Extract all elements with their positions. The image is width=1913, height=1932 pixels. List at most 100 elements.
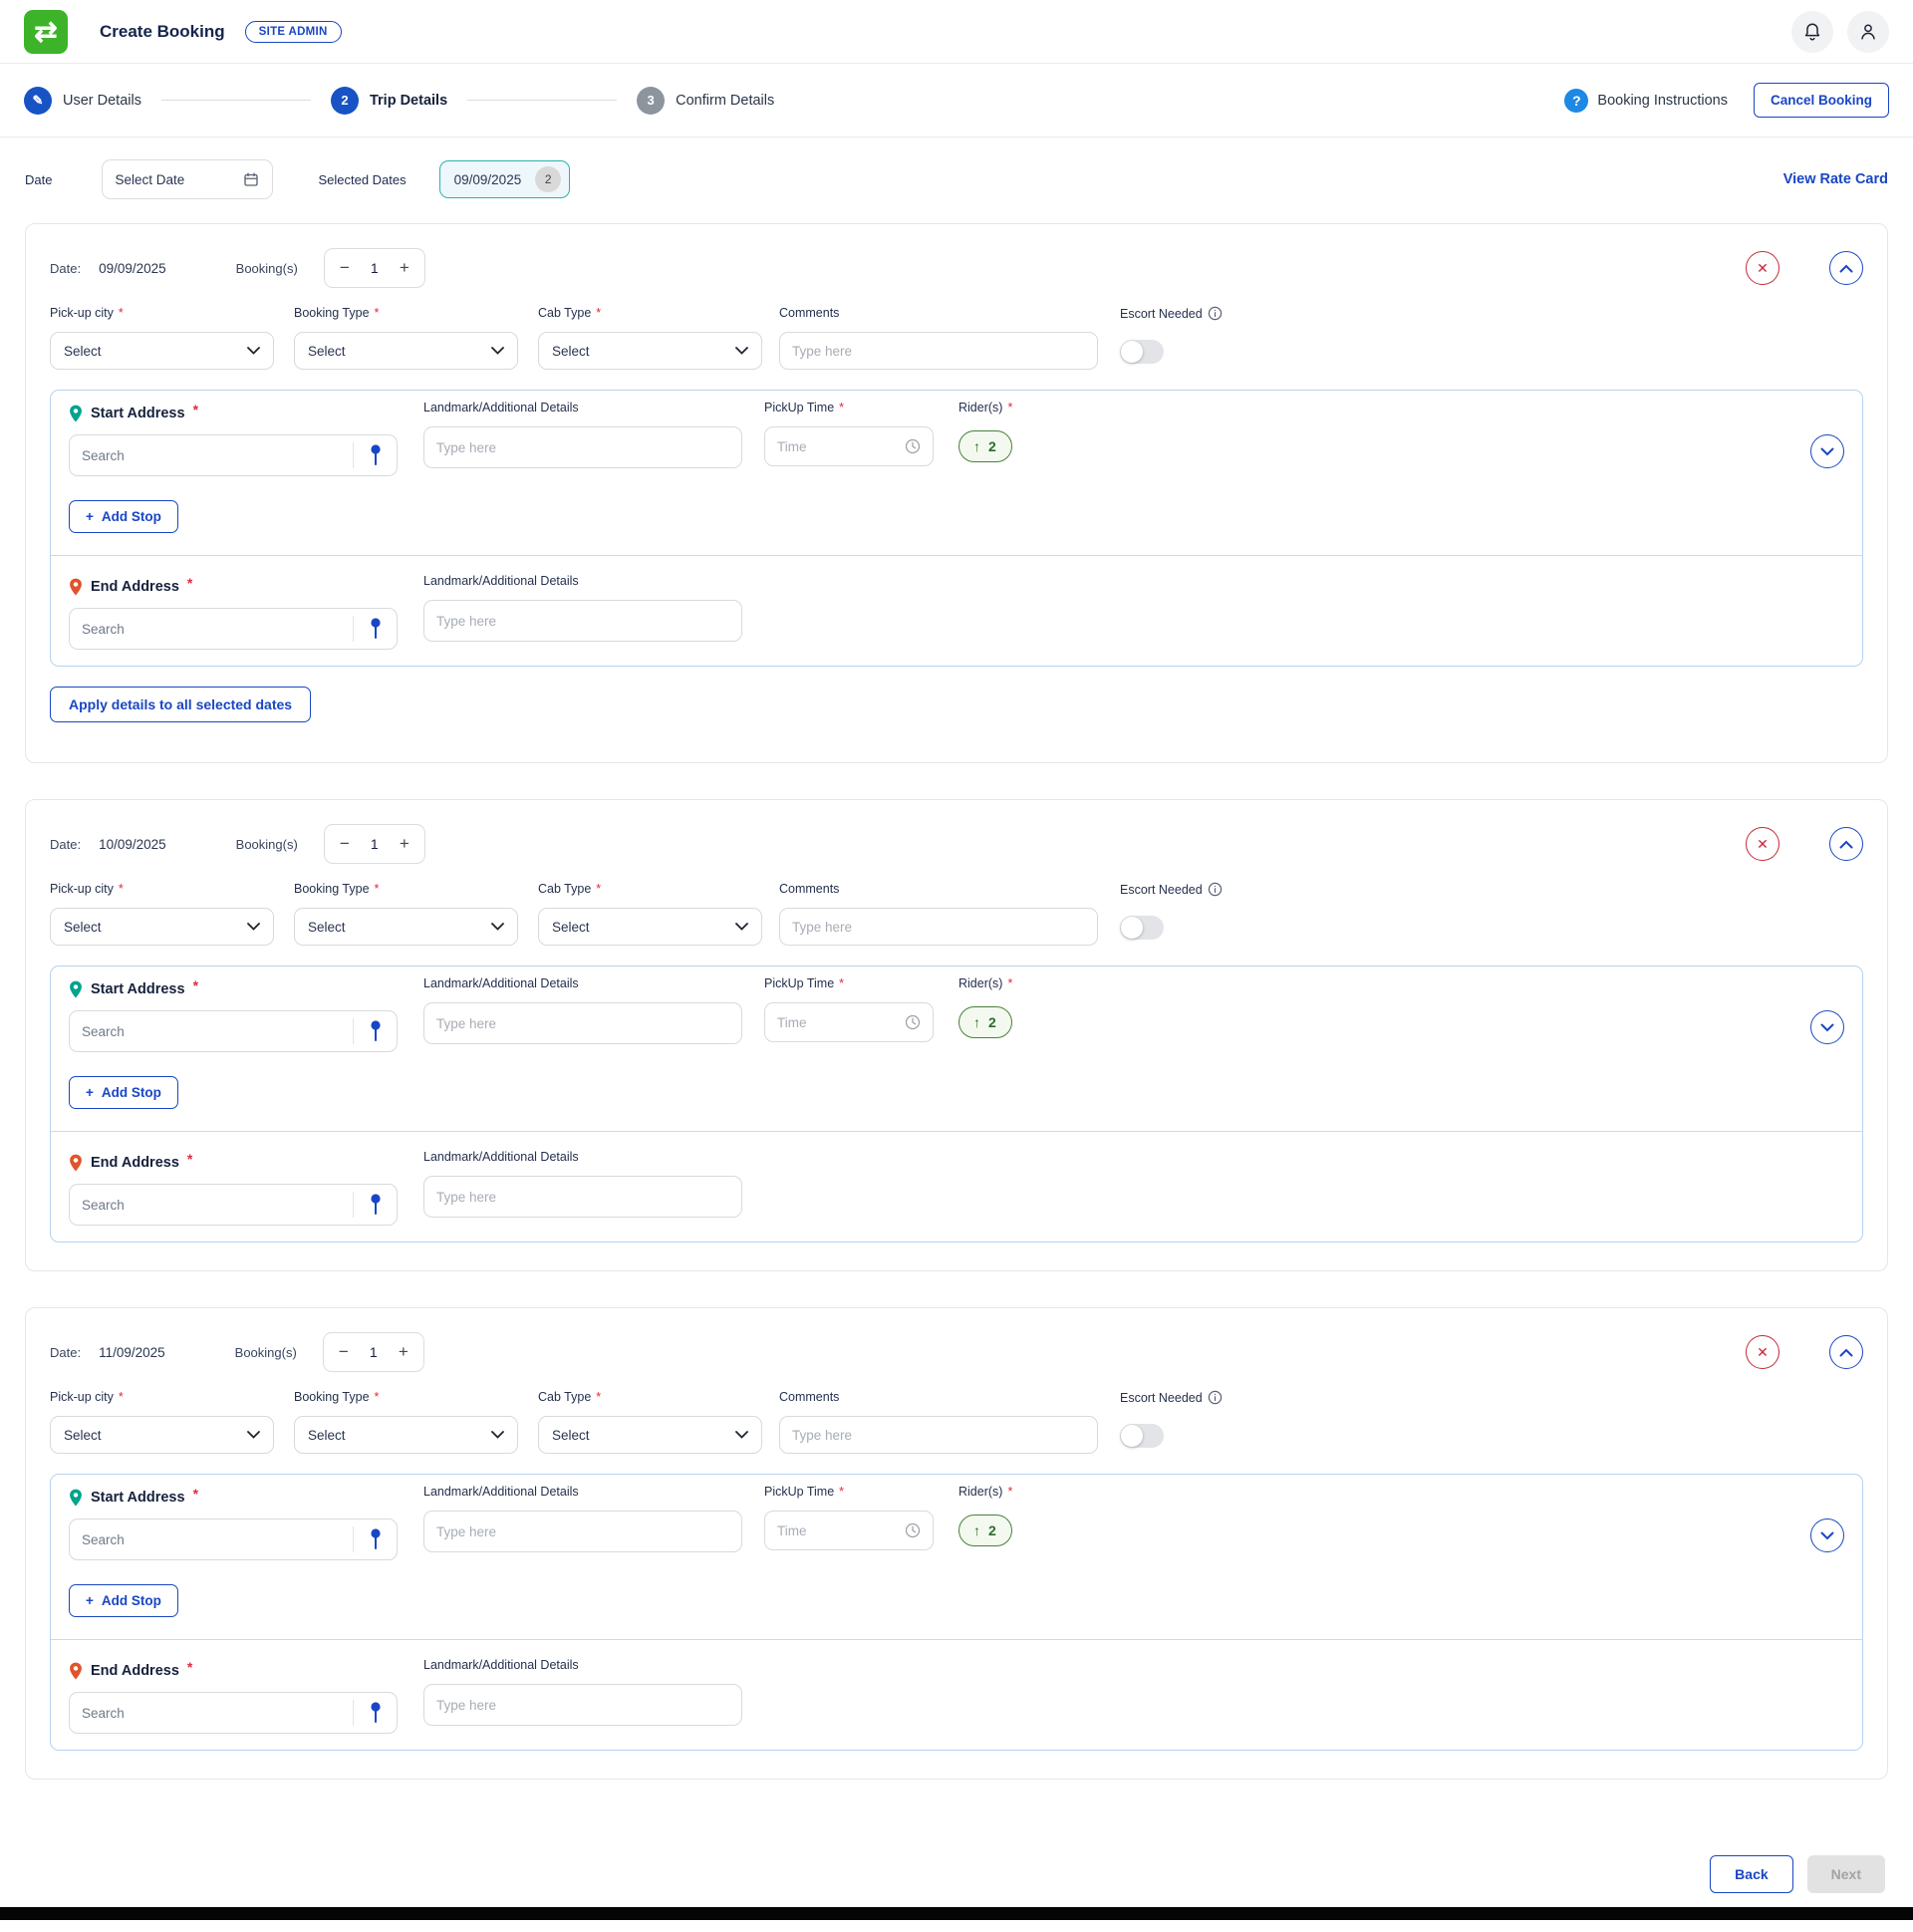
selected-date-chip[interactable]: 09/09/2025 2 (438, 160, 571, 198)
bookings-label: Booking(s) (235, 836, 298, 852)
start-address-search-input[interactable] (70, 1531, 353, 1547)
end-landmark-input[interactable] (423, 1176, 742, 1218)
add-stop-button[interactable]: + Add Stop (69, 1584, 178, 1617)
increase-bookings-button[interactable]: + (395, 258, 414, 278)
decrease-bookings-button[interactable]: − (334, 1342, 354, 1362)
start-address-search-input[interactable] (70, 1023, 353, 1039)
remove-date-button[interactable]: ✕ (1746, 1335, 1779, 1369)
start-address-search-input[interactable] (70, 447, 353, 463)
map-pick-button[interactable] (353, 442, 397, 468)
step-label: Trip Details (369, 92, 448, 109)
comments-input[interactable] (779, 1416, 1098, 1454)
end-landmark-input[interactable] (423, 600, 742, 642)
landmark-label: Landmark/Additional Details (423, 1485, 579, 1499)
end-address-search[interactable] (69, 608, 398, 650)
pickup-time-input[interactable]: Time (764, 426, 934, 466)
map-pick-button[interactable] (353, 1526, 397, 1552)
profile-button[interactable] (1847, 10, 1889, 53)
cab-type-select[interactable]: Select (538, 908, 762, 946)
apply-all-dates-button[interactable]: Apply details to all selected dates (50, 687, 312, 722)
cab-type-select[interactable]: Select (538, 1416, 762, 1454)
start-address-search[interactable] (69, 1010, 398, 1052)
escort-toggle[interactable] (1120, 340, 1164, 364)
end-address-title: End Address * (69, 1659, 192, 1680)
map-pick-button[interactable] (353, 1018, 397, 1044)
collapse-address-button[interactable] (1810, 1518, 1844, 1552)
end-search-col (69, 1692, 398, 1734)
escort-toggle[interactable] (1120, 1424, 1164, 1448)
next-button[interactable]: Next (1806, 1855, 1885, 1893)
info-icon[interactable] (1208, 882, 1223, 897)
riders-count-pill[interactable]: ↑ 2 (958, 1515, 1013, 1546)
step-label: Confirm Details (676, 92, 775, 109)
end-address-header: End Address * (69, 1151, 1844, 1172)
back-button[interactable]: Back (1710, 1855, 1793, 1893)
remove-date-button[interactable]: ✕ (1746, 251, 1779, 285)
pickup-city-select[interactable]: Select (50, 332, 274, 370)
chevron-down-icon (1820, 1531, 1834, 1539)
booking-instructions-link[interactable]: ? Booking Instructions (1564, 88, 1728, 113)
comments-input[interactable] (779, 332, 1098, 370)
cab-type-select[interactable]: Select (538, 332, 762, 370)
collapse-address-button[interactable] (1810, 1010, 1844, 1044)
end-landmark-input[interactable] (423, 1684, 742, 1726)
trip-fields-row: Pick-up city * Select Booking Type * Selec… (46, 870, 1867, 950)
end-address-search-input[interactable] (70, 621, 353, 637)
start-address-search[interactable] (69, 434, 398, 476)
required-mark: * (1007, 976, 1013, 990)
remove-date-button[interactable]: ✕ (1746, 827, 1779, 861)
end-address-search[interactable] (69, 1692, 398, 1734)
booking-type-label: Booking Type (294, 882, 370, 896)
booking-type-field: Booking Type * Select (294, 882, 518, 946)
pickup-city-field: Pick-up city * Select (50, 1390, 274, 1454)
increase-bookings-button[interactable]: + (395, 834, 414, 854)
end-address-search-input[interactable] (70, 1197, 353, 1213)
collapse-card-button[interactable] (1829, 827, 1863, 861)
cancel-booking-button[interactable]: Cancel Booking (1753, 83, 1889, 118)
info-icon[interactable] (1208, 1390, 1223, 1405)
booking-type-select[interactable]: Select (294, 332, 518, 370)
add-stop-button[interactable]: + Add Stop (69, 1076, 178, 1109)
pickup-city-select[interactable]: Select (50, 908, 274, 946)
step-confirm-details[interactable]: 3 Confirm Details (637, 86, 775, 115)
pickup-time-input[interactable]: Time (764, 1511, 934, 1550)
increase-bookings-button[interactable]: + (394, 1342, 413, 1362)
start-landmark-input[interactable] (423, 426, 742, 468)
start-address-inputs: Landmark/Additional Details PickUp Time *… (69, 976, 1844, 1052)
step-user-details[interactable]: ✎ User Details (24, 86, 141, 115)
start-landmark-col: Landmark/Additional Details (423, 401, 742, 468)
pickup-time-input[interactable]: Time (764, 1002, 934, 1042)
panel-divider (51, 1639, 1862, 1640)
notifications-button[interactable] (1791, 10, 1833, 53)
map-pick-button[interactable] (353, 1192, 397, 1218)
collapse-card-button[interactable] (1829, 1335, 1863, 1369)
map-pick-button[interactable] (353, 616, 397, 642)
required-mark: * (839, 976, 845, 990)
view-rate-card-link[interactable]: View Rate Card (1782, 171, 1888, 187)
end-address-search-input[interactable] (70, 1705, 353, 1721)
collapse-card-button[interactable] (1829, 251, 1863, 285)
riders-count-pill[interactable]: ↑ 2 (958, 430, 1013, 462)
start-address-search[interactable] (69, 1518, 398, 1560)
map-pick-button[interactable] (353, 1700, 397, 1726)
step-trip-details[interactable]: 2 Trip Details (330, 86, 448, 115)
escort-toggle[interactable] (1120, 916, 1164, 940)
decrease-bookings-button[interactable]: − (335, 258, 355, 278)
riders-count: 2 (988, 1522, 996, 1538)
start-landmark-input[interactable] (423, 1511, 742, 1552)
riders-count-pill[interactable]: ↑ 2 (958, 1006, 1013, 1038)
collapse-address-button[interactable] (1810, 434, 1844, 468)
pickup-city-select[interactable]: Select (50, 1416, 274, 1454)
booking-type-select[interactable]: Select (294, 1416, 518, 1454)
select-date-input[interactable]: Select Date (102, 159, 274, 199)
comments-input[interactable] (779, 908, 1098, 946)
info-icon[interactable] (1208, 306, 1223, 321)
start-landmark-input[interactable] (423, 1002, 742, 1044)
decrease-bookings-button[interactable]: − (335, 834, 355, 854)
booking-card: Date: 11/09/2025 Booking(s) − 1 + ✕ Pick… (25, 1307, 1888, 1780)
end-address-search[interactable] (69, 1184, 398, 1226)
add-stop-button[interactable]: + Add Stop (69, 500, 178, 533)
booking-type-select[interactable]: Select (294, 908, 518, 946)
chevron-up-icon (1839, 1348, 1853, 1356)
booking-card: Date: 09/09/2025 Booking(s) − 1 + ✕ Pick… (25, 223, 1888, 763)
